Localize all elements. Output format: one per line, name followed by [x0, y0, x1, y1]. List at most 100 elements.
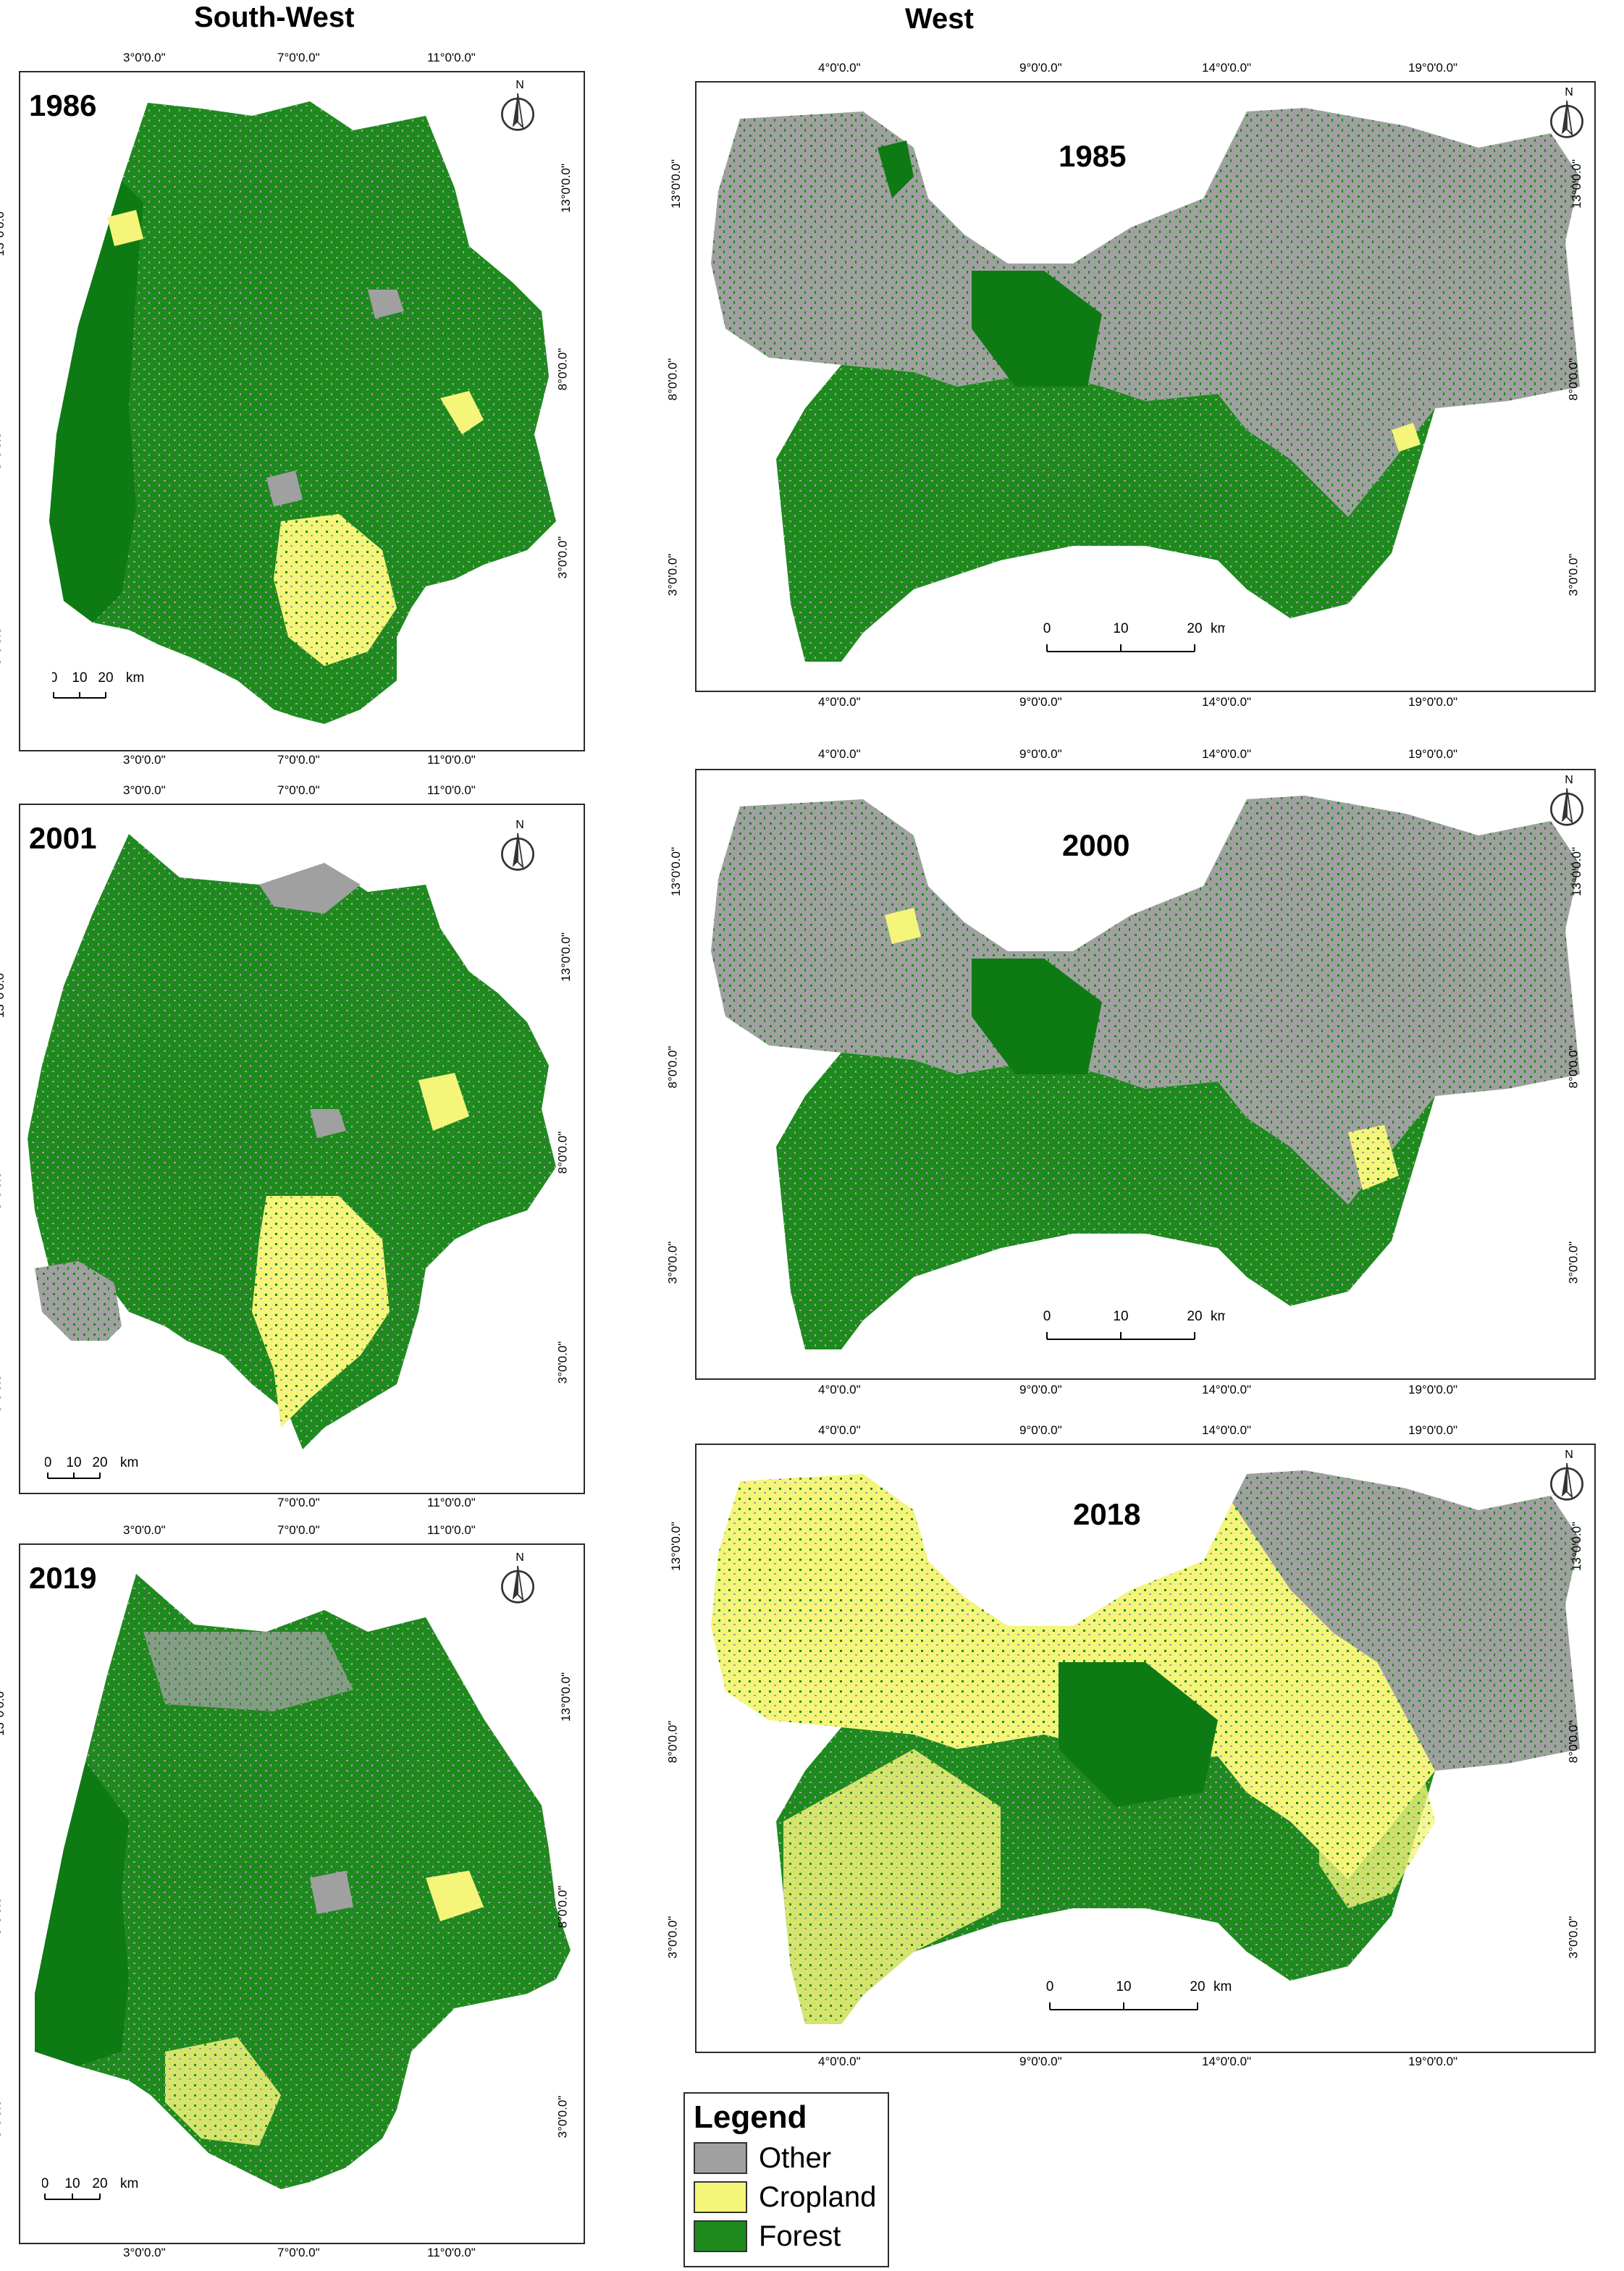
w1985-right-tick-3: 3°0'0.0": [1566, 553, 1581, 597]
sw2019-right-tick-2: 8°0'0.0": [555, 1885, 570, 1929]
w1985-bottom-tick-3: 14°0'0.0": [1202, 695, 1252, 709]
w1985-left-tick-3: 3°0'0.0": [665, 553, 680, 597]
sw2019-western-forest-strip: [35, 1762, 129, 2066]
w2018-right-tick-3: 3°0'0.0": [1566, 1916, 1581, 1959]
w2000-landcover-map: [711, 796, 1580, 1349]
sw1986-other-patch-2: [368, 290, 404, 319]
sw2019-region-forest: [35, 1574, 571, 2189]
sw1986-year-label: 1986: [29, 88, 97, 122]
sw1986-bottom-tick-3: 11°0'0.0": [427, 753, 476, 767]
w2018-scale-20: 20: [1190, 1979, 1205, 1994]
w1985-region-other-north: [711, 108, 1580, 517]
sw1986-scale-20: 20: [98, 670, 113, 686]
sw2001-scale-bar: 0 10 20 km: [45, 1455, 138, 1479]
sw2019-scale-10: 10: [64, 2176, 80, 2191]
sw2001-cropland-east: [418, 1073, 469, 1131]
west-column-title: West: [905, 3, 974, 35]
w1985-north-arrow-icon: N: [1550, 87, 1583, 138]
w2000-scale-0: 0: [1043, 1309, 1051, 1324]
sw2001-bottom-tick-2: 7°0'0.0": [277, 1496, 320, 1509]
map-legend: Legend Other Cropland Forest: [683, 2092, 889, 2267]
sw2001-landcover-map: [28, 834, 556, 1449]
w1985-top-tick-2: 9°0'0.0": [1019, 61, 1062, 75]
w2000-region-forest-south: [776, 1053, 1435, 1349]
sw1986-landcover-map: [49, 101, 556, 724]
w2018-scale-0: 0: [1046, 1979, 1054, 1994]
w1985-left-tick-2: 8°0'0.0": [665, 358, 680, 401]
w2018-left-tick-1: 13°0'0.0": [669, 1521, 683, 1572]
sw2019-top-tick-3: 11°0'0.0": [427, 1523, 476, 1537]
w1985-north-letter: N: [1565, 87, 1573, 98]
w2000-scale-bar: 0 10 20 km: [1043, 1309, 1225, 1340]
w2018-north-arrow-icon: N: [1550, 1449, 1583, 1501]
w1985-top-tick-4: 19°0'0.0": [1408, 61, 1458, 75]
sw1986-scale-10: 10: [72, 670, 87, 686]
w2000-left-tick-3: 3°0'0.0": [665, 1241, 680, 1284]
w2000-central-forest: [972, 958, 1102, 1074]
sw2019-right-tick-1: 13°0'0.0": [559, 1672, 573, 1722]
w1985-scale-unit: km: [1211, 621, 1225, 636]
w2000-bottom-tick-1: 4°0'0.0": [818, 1383, 861, 1396]
w2018-bottom-tick-3: 14°0'0.0": [1202, 2055, 1252, 2068]
w1985-map-frame: 1985 N 13°0'0.0" 8°0'0.0" 3°0'0.0" 13°0'…: [665, 81, 1596, 692]
sw2019-other-north: [143, 1632, 353, 1711]
sw1986-cropland-east: [440, 391, 484, 434]
sw1986-scale-bar: 0 10 20 km: [52, 670, 144, 699]
sw2001-scale-0: 0: [45, 1455, 51, 1470]
sw1986-region-forest: [49, 101, 556, 724]
w2000-right-tick-1: 13°0'0.0": [1570, 846, 1584, 897]
sw1986-western-forest-strip: [49, 181, 143, 623]
sw2019-cropland-east: [426, 1871, 484, 1921]
w2000-scale-10: 10: [1113, 1309, 1128, 1324]
sw2019-right-tick-3: 3°0'0.0": [555, 2095, 570, 2139]
w2000-right-tick-3: 3°0'0.0": [1566, 1241, 1581, 1284]
sw2019-scale-bar: 0 10 20 km: [42, 2176, 138, 2200]
w2018-map-frame: 2018 N 13°0'0.0" 8°0'0.0" 3°0'0.0" 13°0'…: [665, 1444, 1596, 2053]
sw1986-bottom-tick-2: 7°0'0.0": [277, 753, 320, 767]
w2018-left-tick-3: 3°0'0.0": [665, 1916, 680, 1959]
legend-swatch-forest: [694, 2220, 747, 2252]
sw2019-landcover-map: [35, 1574, 571, 2189]
legend-item-forest: Forest: [694, 2218, 841, 2254]
w2000-north-arrow-icon: N: [1550, 775, 1583, 826]
sw2001-north-arrow-icon: N: [501, 820, 534, 871]
w1985-scale-10: 10: [1113, 621, 1128, 636]
w2000-map-frame: 2000 N 13°0'0.0" 8°0'0.0" 3°0'0.0" 13°0'…: [665, 769, 1596, 1380]
w2018-bottom-tick-1: 4°0'0.0": [818, 2055, 861, 2068]
w2018-region-other-northeast: [1232, 1470, 1580, 1771]
sw2019-scale-0: 0: [42, 2176, 49, 2191]
sw1986-left-tick-3: 3°0'0.0": [0, 623, 4, 666]
sw2001-left-tick-1: 13°0'0.0": [0, 968, 7, 1019]
sw1986-other-patch-1: [266, 471, 303, 507]
legend-swatch-cropland: [694, 2181, 747, 2213]
w2000-year-label: 2000: [1062, 828, 1130, 862]
w2000-top-tick-1: 4°0'0.0": [818, 747, 861, 761]
legend-item-cropland: Cropland: [694, 2179, 876, 2215]
w2018-right-tick-1: 13°0'0.0": [1570, 1521, 1584, 1572]
sw1986-right-tick-3: 3°0'0.0": [555, 536, 570, 579]
sw1986-cropland-south: [274, 514, 397, 666]
sw2001-left-tick-3: 3°0'0.0": [0, 1370, 4, 1413]
sw2019-north-arrow-icon: N: [501, 1552, 534, 1604]
w2018-top-tick-2: 9°0'0.0": [1019, 1423, 1062, 1437]
w1985-year-label: 1985: [1059, 139, 1127, 173]
w2000-bottom-tick-4: 19°0'0.0": [1408, 1383, 1458, 1396]
sw2019-scale-20: 20: [92, 2176, 107, 2191]
sw2001-right-tick-1: 13°0'0.0": [559, 932, 573, 982]
w1985-cropland-bit: [1392, 423, 1421, 452]
sw1986-map-frame: 1986 N 13°0'0.0" 8°0'0.0" 3°0'0.0" 13°0'…: [0, 71, 585, 751]
w2018-north-letter: N: [1565, 1449, 1573, 1461]
w2018-central-forest: [1059, 1662, 1218, 1807]
sw2001-right-tick-3: 3°0'0.0": [555, 1341, 570, 1384]
sw2001-top-tick-2: 7°0'0.0": [277, 783, 320, 797]
w2018-year-label: 2018: [1073, 1497, 1141, 1531]
w2018-cropland-south: [783, 1749, 1001, 2024]
sw2019-bottom-tick-3: 11°0'0.0": [427, 2246, 476, 2259]
w2000-scale-unit: km: [1211, 1309, 1225, 1324]
w2018-bottom-tick-2: 9°0'0.0": [1019, 2055, 1062, 2068]
w2000-bottom-tick-3: 14°0'0.0": [1202, 1383, 1252, 1396]
sw2001-north-letter: N: [516, 820, 524, 831]
sw2019-map-frame: 2019 N 13°0'0.0" 8°0'0.0" 3°0'0.0" 13°0'…: [0, 1543, 585, 2244]
sw2019-north-letter: N: [516, 1552, 524, 1564]
w1985-bottom-tick-4: 19°0'0.0": [1408, 695, 1458, 709]
